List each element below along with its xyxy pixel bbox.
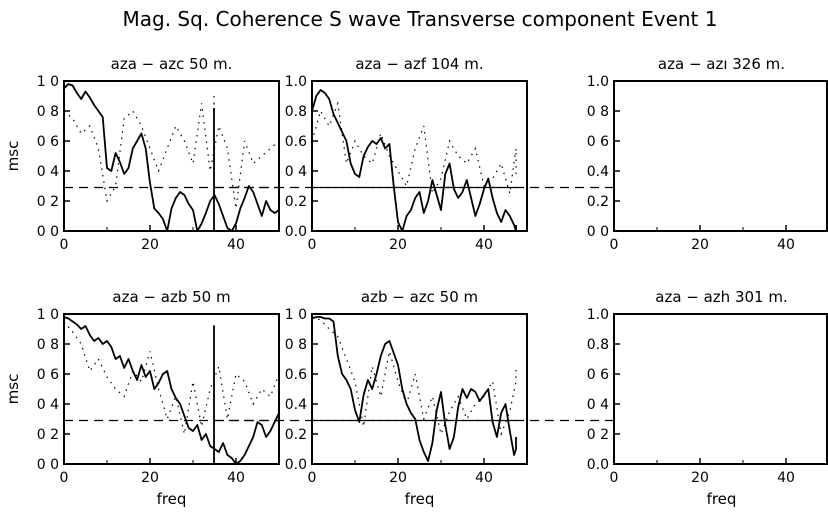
x-tick-label: 20 (691, 237, 709, 253)
y-tick-label: 0 2 (37, 427, 59, 443)
chart-panel-2: aza − azf 104 m. 0.0 0.2 0 4 0.6 0.8 1.0 0 20 40 (285, 55, 528, 253)
y-tick-label: 1 0 (285, 307, 307, 323)
x-tick-label: 20 (141, 237, 159, 253)
panel-title: aza − azı 326 m. (658, 55, 785, 73)
y-tick-label: 0 8 (587, 104, 609, 120)
panel-title: aza − azh 301 m. (655, 288, 787, 306)
panel-title: aza − azf 104 m. (355, 55, 483, 73)
y-tick-label: 0 0 (37, 457, 59, 473)
y-tick-label: 0 4 (285, 164, 307, 180)
x-tick-label: 20 (389, 237, 407, 253)
y-tick-label: 0 0 (37, 224, 59, 240)
y-axis-label: msc (4, 374, 22, 405)
plot-frame (63, 80, 280, 232)
y-tick-label: 0 6 (37, 134, 59, 150)
y-tick-label: 0.0 (285, 224, 307, 240)
y-tick-label: 0.6 (285, 367, 307, 383)
y-tick-label: 0.2 (587, 194, 609, 210)
x-tick-label: 0 (60, 470, 69, 486)
x-tick-label: 20 (691, 470, 709, 486)
x-tick-label: 40 (475, 237, 493, 253)
y-tick-label: 0 6 (37, 367, 59, 383)
plot-frame (63, 313, 280, 465)
chart-panel-5: azb − azc 50 m 0.0 0.2 0.4 0.6 0 8 1 0 0 20 40 fre… (285, 288, 528, 508)
x-axis-label: freq (157, 490, 187, 508)
x-tick-label: 20 (141, 470, 159, 486)
y-tick-label: 0 4 (37, 164, 59, 180)
x-tick-label: 40 (777, 470, 795, 486)
y-tick-label: 0 4 (37, 397, 59, 413)
x-tick-label: 0 (610, 470, 619, 486)
series-solid (311, 316, 517, 462)
y-tick-label: 1.0 (587, 74, 609, 90)
chart-panel-4: aza − azb 50 m 0 0 0 2 0 4 0 6 0 8 1 0 0 20 40 msc… (4, 288, 280, 508)
series-solid (63, 316, 280, 465)
chart-panel-3: aza − azı 326 m. 0 0 0.2 0.4 0 6 0 8 1.0 0 20 40 (213, 55, 828, 253)
x-tick-label: 40 (777, 237, 795, 253)
y-tick-label: 0.8 (285, 104, 307, 120)
plot-frame (311, 313, 528, 465)
x-axis-label: freq (405, 490, 435, 508)
y-tick-label: 0 6 (587, 367, 609, 383)
y-tick-label: 0 6 (587, 134, 609, 150)
y-tick-label: 1.0 (587, 307, 609, 323)
x-tick-label: 40 (475, 470, 493, 486)
panel-title: aza − azc 50 m. (111, 55, 233, 73)
panel-title: azb − azc 50 m (361, 288, 478, 306)
y-tick-label: 0.2 (285, 427, 307, 443)
x-tick-label: 40 (227, 470, 245, 486)
y-tick-label: 0.2 (285, 194, 307, 210)
series-solid (63, 83, 280, 232)
y-tick-label: 0.4 (587, 164, 609, 180)
series-solid (311, 89, 517, 232)
y-tick-label: 0.6 (285, 134, 307, 150)
x-tick-label: 0 (60, 237, 69, 253)
y-axis-label: msc (4, 141, 22, 172)
x-tick-label: 0 (308, 237, 317, 253)
figure-title: Mag. Sq. Coherence S wave Transverse com… (123, 7, 718, 31)
plot-frame (311, 80, 528, 232)
series-dotted (311, 101, 517, 196)
x-axis-label: freq (707, 490, 737, 508)
y-tick-label: 0 2 (587, 427, 609, 443)
y-tick-label: 0 2 (37, 194, 59, 210)
x-tick-label: 40 (227, 237, 245, 253)
y-tick-label: 0.0 (285, 457, 307, 473)
y-tick-label: 1.0 (285, 74, 307, 90)
y-tick-label: 1 0 (37, 74, 59, 90)
y-tick-label: 0.0 (587, 457, 609, 473)
y-tick-label: 1 0 (37, 307, 59, 323)
y-tick-label: 0 8 (37, 337, 59, 353)
y-tick-label: 0 8 (285, 337, 307, 353)
chart-panel-6: aza − azh 301 m. 0.0 0 2 0 4 0 6 0.8 1.0 0 20 40 f… (213, 288, 828, 508)
y-tick-label: 0 8 (37, 104, 59, 120)
plot-frame (613, 80, 828, 232)
y-tick-label: 0.4 (285, 397, 307, 413)
x-tick-label: 0 (610, 237, 619, 253)
y-tick-label: 0 4 (587, 397, 609, 413)
y-tick-label: 0 0 (587, 224, 609, 240)
plot-frame (613, 313, 828, 465)
chart-panel-1: aza − azc 50 m. 0 0 0 2 0 4 0 6 0 8 1 0 0 20 40 ms… (4, 55, 280, 253)
y-tick-label: 0.8 (587, 337, 609, 353)
panel-title: aza − azb 50 m (112, 288, 230, 306)
x-tick-label: 0 (308, 470, 317, 486)
x-tick-label: 20 (389, 470, 407, 486)
series-dotted (63, 321, 280, 435)
